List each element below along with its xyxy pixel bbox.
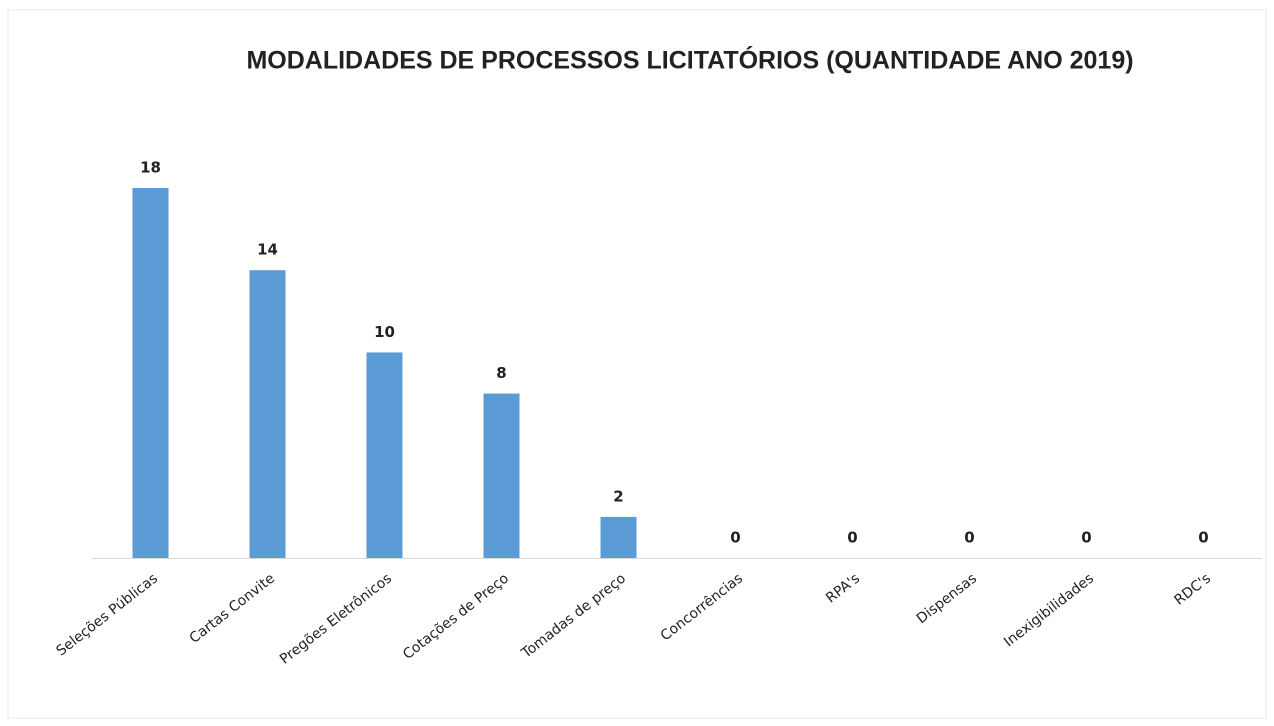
bar (249, 270, 286, 558)
chart-title: MODALIDADES DE PROCESSOS LICITATÓRIOS (Q… (246, 45, 1133, 75)
data-label: 0 (964, 529, 974, 547)
data-label: 14 (257, 241, 278, 259)
data-label: 0 (1081, 529, 1091, 547)
data-label: 10 (374, 323, 395, 341)
data-label: 8 (496, 364, 506, 382)
data-label: 0 (1198, 529, 1208, 547)
bar (132, 188, 169, 558)
data-label: 0 (847, 529, 857, 547)
bar (366, 352, 403, 558)
bar (483, 393, 520, 558)
data-label: 2 (613, 487, 623, 505)
data-label: 0 (730, 529, 740, 547)
chart-border (7, 9, 1267, 719)
bar (600, 516, 637, 558)
data-label: 18 (140, 159, 161, 177)
